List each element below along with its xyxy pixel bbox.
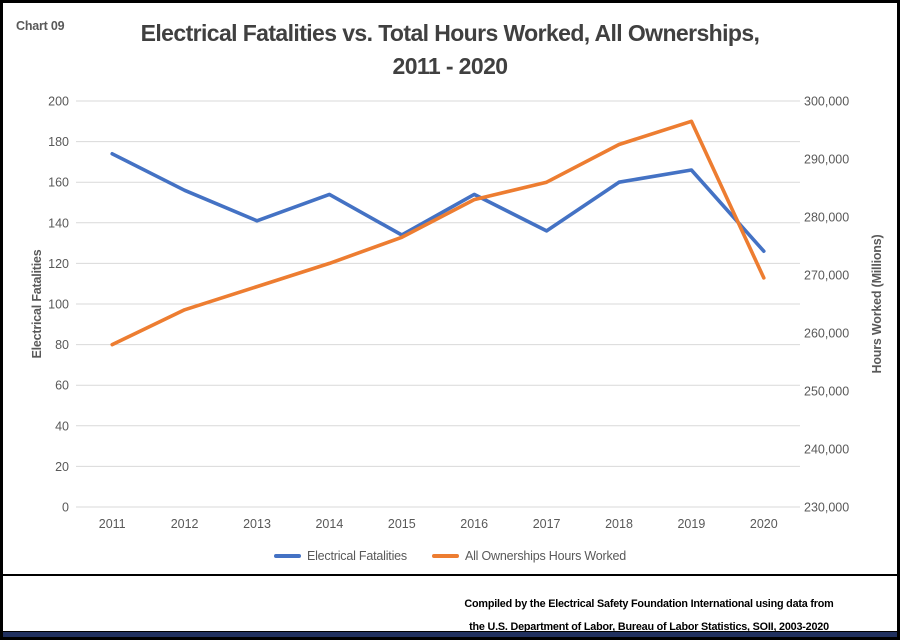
left-axis-tick-label: 0 xyxy=(62,501,69,515)
legend-item-hours: All Ownerships Hours Worked xyxy=(431,549,627,563)
x-axis-tick-label: 2014 xyxy=(315,517,343,531)
legend-item-fatalities: Electrical Fatalities xyxy=(273,549,407,563)
right-axis-tick-label: 260,000 xyxy=(804,327,849,341)
x-axis-tick-label: 2013 xyxy=(243,517,271,531)
left-axis-tick-label: 80 xyxy=(55,338,69,352)
left-axis-tick-label: 100 xyxy=(48,298,69,312)
left-axis-tick-label: 140 xyxy=(48,216,69,230)
fatalities-line-swatch xyxy=(273,554,301,558)
left-axis-tick-label: 200 xyxy=(48,95,69,109)
chart-title: Electrical Fatalities vs. Total Hours Wo… xyxy=(3,17,897,83)
chart-number-label: Chart 09 xyxy=(16,19,65,33)
legend-label-hours: All Ownerships Hours Worked xyxy=(464,549,627,563)
left-axis-tick-label: 180 xyxy=(48,135,69,149)
x-axis-tick-label: 2016 xyxy=(460,517,488,531)
series-line-left xyxy=(110,152,766,253)
attribution-line2: the U.S. Department of Labor, Bureau of … xyxy=(469,621,829,633)
chart-bottom-border xyxy=(3,574,897,576)
right-axis-tick-label: 290,000 xyxy=(804,153,849,167)
legend-label-fatalities: Electrical Fatalities xyxy=(306,549,407,563)
left-axis-tick-label: 20 xyxy=(55,460,69,474)
left-axis-tick-label: 120 xyxy=(48,257,69,271)
x-axis-tick-label: 2015 xyxy=(388,517,416,531)
left-axis-tick-label: 60 xyxy=(55,379,69,393)
bottom-accent-bar xyxy=(3,631,897,637)
left-axis-tick-label: 160 xyxy=(48,176,69,190)
right-axis-tick-label: 230,000 xyxy=(804,501,849,515)
hours-line-swatch xyxy=(431,554,459,558)
x-axis-tick-label: 2020 xyxy=(750,517,778,531)
right-axis-tick-label: 240,000 xyxy=(804,443,849,457)
x-axis-tick-label: 2018 xyxy=(605,517,633,531)
legend: Electrical Fatalities All Ownerships Hou… xyxy=(3,549,897,563)
chart-title-line1: Electrical Fatalities vs. Total Hours Wo… xyxy=(140,20,760,46)
chart-title-line2: 2011 - 2020 xyxy=(392,53,509,79)
series-line-right xyxy=(110,119,766,347)
left-axis-tick-label: 40 xyxy=(55,419,69,433)
dual-axis-line-chart: 0 20 40 60 80 100 120 140 160 180 200 230,000 240,00… xyxy=(48,95,849,532)
right-axis-tick-label: 250,000 xyxy=(804,385,849,399)
x-axis-tick-label: 2012 xyxy=(171,517,199,531)
attribution: Compiled by the Electrical Safety Founda… xyxy=(459,593,839,637)
right-axis-tick-label: 280,000 xyxy=(804,211,849,225)
right-axis-tick-label: 300,000 xyxy=(804,95,849,109)
right-axis-tick-label: 270,000 xyxy=(804,269,849,283)
x-axis-tick-label: 2019 xyxy=(677,517,705,531)
x-axis-tick-label: 2017 xyxy=(533,517,561,531)
right-axis-title: Hours Worked (Millions) xyxy=(870,234,884,374)
x-axis-tick-label: 2011 xyxy=(99,517,126,531)
attribution-line1: Compiled by the Electrical Safety Founda… xyxy=(464,598,834,610)
left-axis-title: Electrical Fatalities xyxy=(30,249,44,359)
